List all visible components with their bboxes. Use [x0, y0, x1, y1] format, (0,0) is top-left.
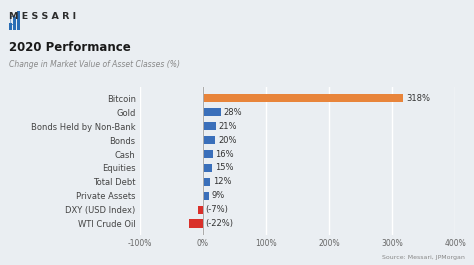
Bar: [203, 136, 216, 144]
Text: (-22%): (-22%): [205, 219, 233, 228]
Text: 12%: 12%: [213, 177, 231, 186]
Text: 16%: 16%: [216, 149, 234, 158]
Text: 318%: 318%: [406, 94, 430, 103]
Bar: [203, 108, 220, 116]
Text: 28%: 28%: [223, 108, 242, 117]
Bar: [203, 178, 210, 186]
Text: 9%: 9%: [211, 191, 224, 200]
Text: (-7%): (-7%): [205, 205, 228, 214]
Bar: [189, 219, 203, 228]
Bar: [203, 94, 403, 103]
Bar: [9, 23, 12, 30]
Bar: [13, 16, 16, 30]
Bar: [203, 192, 209, 200]
Text: M E S S A R I: M E S S A R I: [9, 12, 77, 21]
Text: Source: Messari, JPMorgan: Source: Messari, JPMorgan: [382, 255, 465, 260]
Bar: [203, 164, 212, 172]
Text: 15%: 15%: [215, 164, 233, 173]
Bar: [203, 150, 213, 158]
Text: 20%: 20%: [218, 136, 237, 145]
Text: 21%: 21%: [219, 122, 237, 131]
Text: 2020 Performance: 2020 Performance: [9, 41, 131, 54]
Bar: [203, 122, 216, 130]
Bar: [17, 11, 20, 30]
Bar: [199, 206, 203, 214]
Text: ⬛: ⬛: [9, 15, 15, 25]
Text: Change in Market Value of Asset Classes (%): Change in Market Value of Asset Classes …: [9, 60, 181, 69]
